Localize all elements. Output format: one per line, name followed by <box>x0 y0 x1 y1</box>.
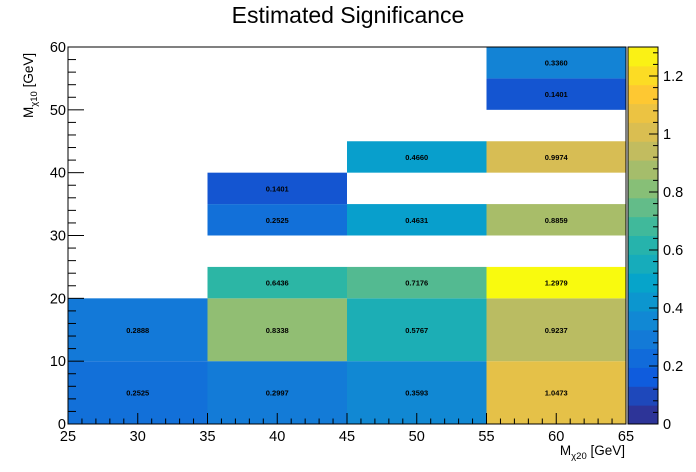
cell-value-label: 0.3360 <box>545 59 568 68</box>
x-tick-label: 40 <box>269 429 285 445</box>
x-axis-title: Mχ20 [GeV] <box>560 443 625 462</box>
heatmap-cell <box>347 298 487 362</box>
y-tick-label: 30 <box>50 229 66 245</box>
colorbar-tick-label: 1 <box>663 127 671 143</box>
x-tick-label: 60 <box>548 429 564 445</box>
colorbar-band <box>628 197 658 218</box>
heatmap-cell <box>207 172 347 205</box>
cell-value-label: 0.1401 <box>266 184 289 193</box>
x-axis: 25 30 35 40 45 50 55 60 65 <box>60 413 634 445</box>
cell-value-label: 0.9237 <box>545 326 568 335</box>
colorbar-band <box>628 65 658 86</box>
colorbar-tick-label: 0.2 <box>663 359 683 375</box>
colorbar-band <box>628 367 658 387</box>
colorbar-band <box>628 47 658 67</box>
heatmap-cell <box>486 141 626 173</box>
x-tick-label: 35 <box>199 429 215 445</box>
cell-value-label: 1.2979 <box>545 279 568 288</box>
heatmap-cell <box>486 266 626 299</box>
colorbar-tick-label: 0.4 <box>663 301 683 317</box>
colorbar-tick-label: 0.8 <box>663 185 683 201</box>
cell-value-label: 1.0473 <box>545 389 568 398</box>
colorbar-tick-label: 1.2 <box>663 69 683 85</box>
heatmap-cell <box>347 266 487 299</box>
colorbar-band <box>628 310 658 331</box>
colorbar-frame <box>627 46 659 425</box>
colorbar-band <box>628 84 658 105</box>
colorbar-band <box>628 348 658 368</box>
cell-value-label: 0.4631 <box>405 216 428 225</box>
x-tick-label: 55 <box>478 429 494 445</box>
cell-value-label: 0.2997 <box>266 389 289 398</box>
heatmap-cell <box>347 204 487 236</box>
colorbar-band <box>628 273 658 293</box>
cell-value-label: 0.6436 <box>266 279 289 288</box>
cell-value-label: 0.8859 <box>545 216 568 225</box>
colorbar-band <box>628 160 658 180</box>
x-tick-label: 45 <box>339 429 355 445</box>
heatmap-cell-labels: 0.2525 0.2997 0.3593 1.0473 0.2888 0.8338 0.57… <box>126 59 568 398</box>
colorbar-band <box>628 292 658 312</box>
colorbar-tick-label: 0 <box>663 417 671 433</box>
heatmap-cell <box>207 204 347 236</box>
y-axis-title: Mχ10 [GeV] <box>21 53 40 118</box>
colorbar-band <box>628 254 658 274</box>
x-tick-label: 25 <box>60 429 76 445</box>
cell-value-label: 0.5767 <box>405 326 428 335</box>
y-tick-label: 60 <box>50 40 66 56</box>
y-axis: 0 10 20 30 40 50 60 <box>50 40 84 433</box>
colorbar-band <box>628 122 658 142</box>
x-tick-label: 30 <box>130 429 146 445</box>
x-tick-label: 65 <box>618 429 634 445</box>
colorbar-band <box>628 103 658 123</box>
heatmap-cell <box>486 204 626 236</box>
heatmap-cell <box>207 266 347 299</box>
heatmap-cell <box>347 141 487 173</box>
cell-value-label: 0.9974 <box>545 153 569 162</box>
y-tick-label: 10 <box>50 354 66 370</box>
heatmap-cell <box>207 298 347 362</box>
colorbar-tick-label: 0.6 <box>663 243 683 259</box>
x-tick-label: 50 <box>409 429 425 445</box>
y-tick-label: 20 <box>50 291 66 307</box>
colorbar-band <box>628 329 658 350</box>
y-tick-label: 40 <box>50 166 66 182</box>
y-tick-label: 50 <box>50 103 66 119</box>
cell-value-label: 0.4660 <box>405 153 428 162</box>
colorbar-band <box>628 178 658 199</box>
cell-value-label: 0.1401 <box>545 90 568 99</box>
heatmap-cell <box>486 78 626 110</box>
heatmap-cell <box>68 298 208 362</box>
cell-value-label: 0.8338 <box>266 326 289 335</box>
cell-value-label: 0.7176 <box>405 279 428 288</box>
cell-value-label: 0.2888 <box>126 326 149 335</box>
chart-title: Estimated Significance <box>232 2 465 28</box>
y-tick-label: 0 <box>58 417 66 433</box>
colorbar-band <box>628 216 658 236</box>
colorbar: 0 0.2 0.4 0.6 0.8 1 1.2 <box>627 46 683 433</box>
cell-value-label: 0.2525 <box>126 389 149 398</box>
cell-value-label: 0.2525 <box>266 216 289 225</box>
colorbar-band <box>628 386 658 406</box>
heatmap-cell <box>486 47 626 79</box>
cell-value-label: 0.3593 <box>405 389 428 398</box>
heatmap-cell <box>486 298 626 362</box>
colorbar-band <box>628 405 658 425</box>
colorbar-band <box>628 141 658 161</box>
heatmap-cells <box>68 47 626 424</box>
